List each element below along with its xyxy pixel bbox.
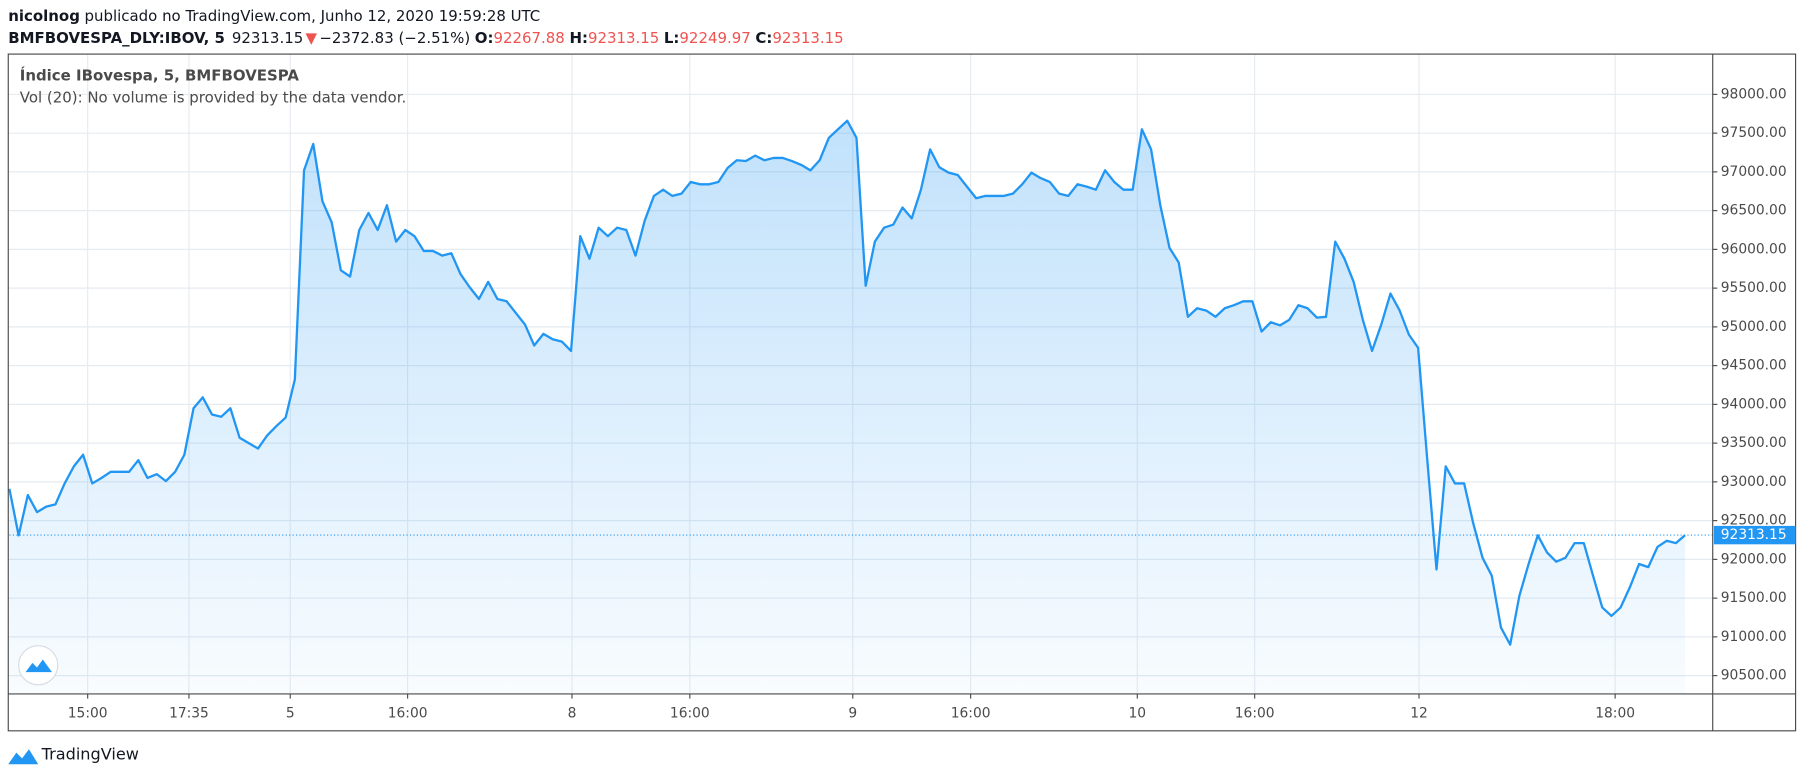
frame — [7, 53, 1797, 732]
ohlc-value: 92267.88 — [493, 28, 564, 46]
y-tick-label: 96500.00 — [1721, 203, 1787, 219]
last-price: 92313.15 — [232, 28, 303, 46]
y-tick-label: 93000.00 — [1721, 474, 1787, 490]
y-tick-label: 97500.00 — [1721, 125, 1787, 141]
ohlc-value: 92313.15 — [588, 28, 659, 46]
ohlc-label: H: — [569, 28, 588, 46]
y-tick-label: 92500.00 — [1721, 513, 1787, 529]
x-tick-label: 16:00 — [951, 706, 991, 722]
ohlc-label: L: — [664, 28, 680, 46]
symbol: BMFBOVESPA_DLY:IBOV, 5 — [8, 28, 225, 46]
ohlc-label: C: — [755, 28, 772, 46]
last-price-tag — [1713, 525, 1796, 545]
ohlc-value: 92313.15 — [772, 28, 843, 46]
x-tick-label: 10 — [1128, 706, 1146, 722]
ohlc-value: 92249.97 — [679, 28, 750, 46]
footer-logo — [8, 749, 39, 765]
y-tick-label: 95000.00 — [1721, 319, 1787, 335]
y-tick-label: 94000.00 — [1721, 396, 1787, 412]
chart-subtitle: Vol (20): No volume is provided by the d… — [20, 88, 406, 106]
chart-title: Índice IBovespa, 5, BMFBOVESPA — [20, 65, 300, 84]
user: nicolnog — [8, 7, 80, 25]
y-tick-label: 96000.00 — [1721, 241, 1787, 257]
x-tick-label: 18:00 — [1595, 706, 1635, 722]
header-line-1: nicolnog publicado no TradingView.com, Ju… — [8, 7, 540, 25]
y-tick-label: 94500.00 — [1721, 358, 1787, 374]
price-line — [8, 119, 1686, 646]
x-tick-label: 12 — [1410, 706, 1428, 722]
last-price-label: 92313.15 — [1721, 527, 1787, 543]
x-tick-label: 17:35 — [169, 706, 209, 722]
x-tick-label: 8 — [568, 706, 577, 722]
header-line-2: BMFBOVESPA_DLY:IBOV, 5 92313.15 ▼ −2372.83 … — [8, 28, 843, 46]
x-tick-label: 16:00 — [1235, 706, 1275, 722]
x-tick-label: 16:00 — [388, 706, 428, 722]
axis-labels: 90500.00 91000.00 91500.00 92000.00 92500.00… — [68, 86, 1796, 722]
y-tick-label: 91500.00 — [1721, 590, 1787, 606]
x-tick-label: 9 — [848, 706, 857, 722]
y-tick-label: 92000.00 — [1721, 551, 1787, 567]
y-tick-label: 95500.00 — [1721, 280, 1787, 296]
series — [8, 119, 1713, 694]
change: −2372.83 (−2.51%) — [319, 28, 470, 46]
x-tick-label: 15:00 — [68, 706, 108, 722]
footer-brand: TradingView — [41, 744, 139, 763]
y-tick-label: 93500.00 — [1721, 435, 1787, 451]
change-arrow: ▼ — [306, 28, 318, 46]
y-tick-label: 97000.00 — [1721, 164, 1787, 180]
watermark-logo — [18, 645, 59, 686]
x-tick-label: 16:00 — [670, 706, 710, 722]
y-tick-label: 90500.00 — [1721, 668, 1787, 684]
y-tick-label: 91000.00 — [1721, 629, 1787, 645]
x-tick-label: 5 — [286, 706, 295, 722]
published: publicado no TradingView.com, Junho 12, … — [85, 7, 541, 25]
area-fill — [9, 120, 1686, 694]
ohlc-label: O: — [475, 28, 494, 46]
y-tick-label: 98000.00 — [1721, 86, 1787, 102]
